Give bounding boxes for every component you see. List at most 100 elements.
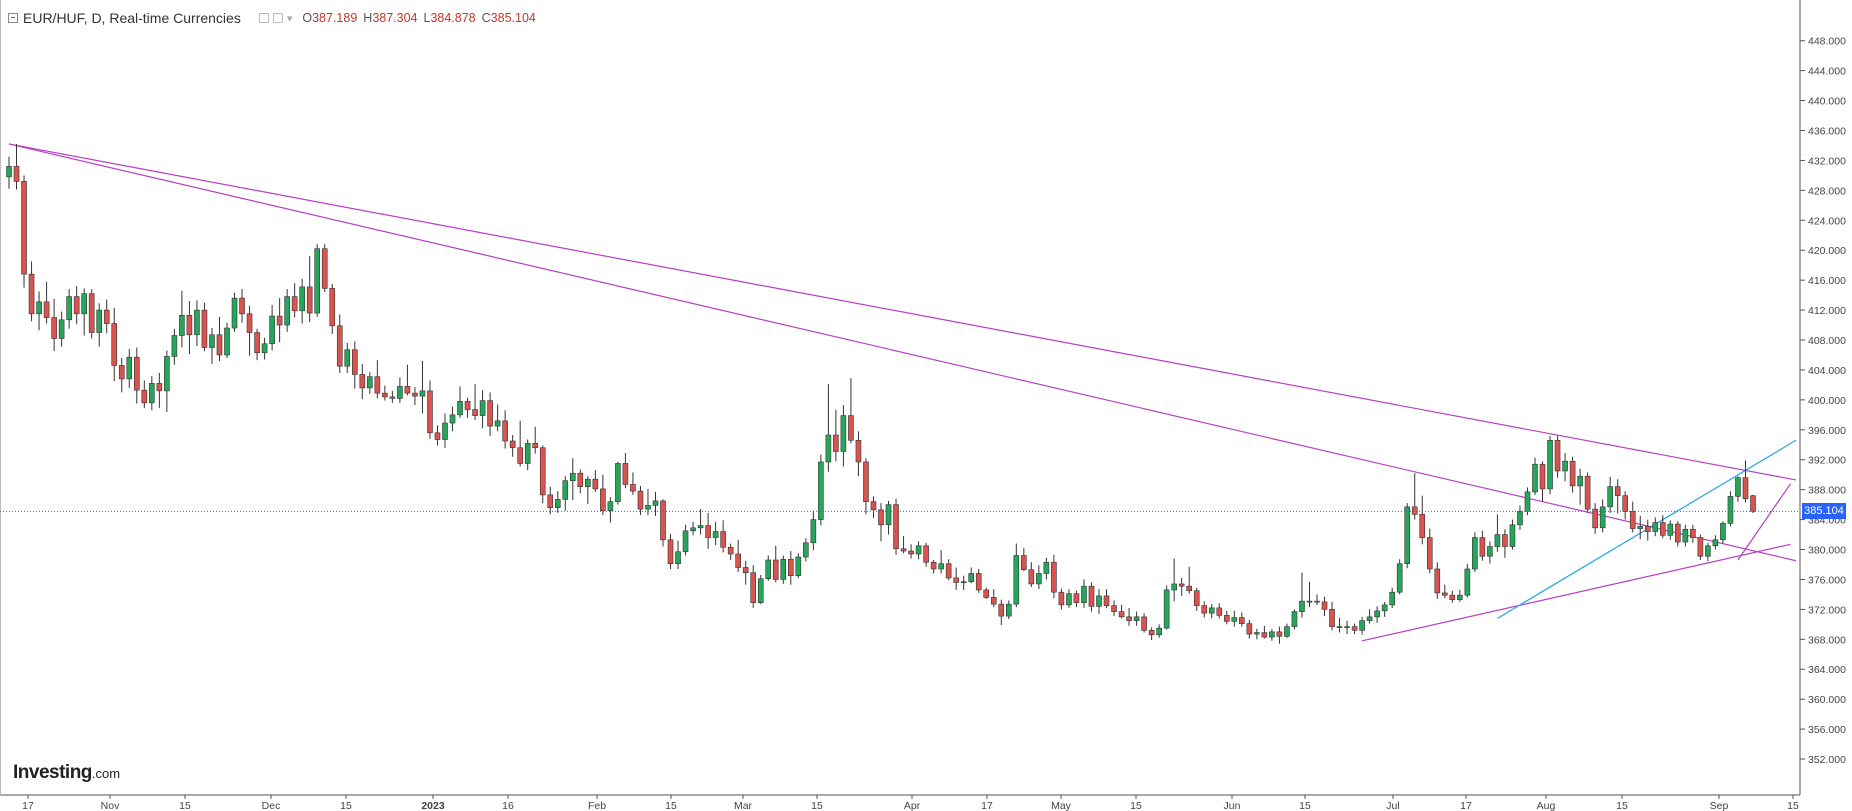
candle-body <box>1502 534 1508 547</box>
candle-body <box>524 442 531 464</box>
candle-body <box>1246 623 1253 635</box>
candle <box>1208 604 1215 619</box>
candle <box>1659 515 1666 539</box>
candle-body <box>930 561 937 570</box>
candle <box>81 288 87 336</box>
eye-icon[interactable] <box>258 13 269 23</box>
candle-body <box>457 401 463 416</box>
candle-body <box>1051 561 1057 593</box>
candle <box>1156 624 1162 638</box>
candle-body <box>1727 496 1734 524</box>
candle-body <box>1366 616 1373 621</box>
candle-body <box>539 447 546 496</box>
candle-body <box>622 463 629 485</box>
candle-body <box>73 296 80 315</box>
candle-body <box>269 315 275 345</box>
candle <box>727 543 734 560</box>
candle <box>51 298 57 352</box>
candle-body <box>1539 463 1546 490</box>
candle-body <box>1577 475 1583 487</box>
candle-body <box>351 349 358 375</box>
candle <box>1013 543 1020 608</box>
chevron-down-icon[interactable]: ▾ <box>286 12 293 25</box>
candle-body <box>464 401 471 410</box>
x-tick-label: 2023 <box>421 800 445 811</box>
candle-body <box>893 504 899 550</box>
candle <box>630 472 636 495</box>
candle <box>787 551 794 585</box>
candle-body <box>1088 585 1095 607</box>
candle-body <box>1021 555 1027 571</box>
candle-body <box>1058 591 1065 606</box>
candle-body <box>329 288 336 327</box>
candle <box>1276 626 1283 644</box>
candle <box>622 452 629 489</box>
candle <box>1239 612 1245 627</box>
candle <box>164 350 170 412</box>
candle-body <box>284 296 290 326</box>
candle-body <box>1223 615 1230 622</box>
candle <box>1426 528 1433 574</box>
candle-body <box>637 490 644 510</box>
candle <box>269 304 275 351</box>
x-tick-label: 15 <box>1130 800 1142 811</box>
candle <box>284 289 290 332</box>
candle <box>1539 461 1546 502</box>
candle <box>126 348 133 388</box>
minus-square-icon[interactable] <box>8 13 18 23</box>
candle-body <box>164 356 170 392</box>
candle-body <box>51 317 57 339</box>
y-tick-label: 396.000 <box>1808 425 1846 437</box>
candle-body <box>1148 630 1155 636</box>
candle <box>1727 491 1734 527</box>
candle <box>1644 519 1651 541</box>
candle-body <box>1524 491 1531 512</box>
candle-body <box>765 559 772 580</box>
candle-body <box>720 531 726 548</box>
y-tick-label: 436.000 <box>1808 125 1846 137</box>
candle <box>186 301 193 355</box>
candle-body <box>554 499 561 508</box>
candle-body <box>990 597 997 605</box>
candle-body <box>532 442 539 449</box>
candle <box>1652 517 1659 537</box>
candle-body <box>908 550 914 555</box>
candle-body <box>1742 477 1749 499</box>
x-tick-label: Mar <box>734 800 753 811</box>
candle <box>171 328 178 365</box>
candle <box>1359 616 1365 635</box>
candle-body <box>359 374 366 389</box>
candle-body <box>652 500 659 506</box>
candle <box>930 559 937 574</box>
candle-body <box>306 286 313 314</box>
candle <box>299 278 305 324</box>
candle <box>757 574 764 605</box>
candle-body <box>1216 607 1223 616</box>
candle-body <box>1622 495 1629 512</box>
candle-body <box>878 509 884 526</box>
candle-body <box>96 309 103 333</box>
gear-icon[interactable] <box>272 13 283 23</box>
candle <box>1058 588 1065 610</box>
y-tick-label: 424.000 <box>1808 215 1846 227</box>
candle-body <box>404 386 411 394</box>
candle-body <box>1141 616 1147 631</box>
candle-body <box>449 414 456 424</box>
candle <box>96 303 103 347</box>
candle-body <box>412 392 418 397</box>
candle-body <box>1690 529 1696 538</box>
candle-body <box>1013 555 1020 605</box>
candle <box>1336 617 1343 633</box>
candle <box>1374 606 1380 623</box>
candle-body <box>667 539 674 565</box>
candle-body <box>870 501 877 511</box>
candle-body <box>382 392 388 398</box>
candle-body <box>780 558 787 580</box>
y-tick-label: 392.000 <box>1808 455 1846 467</box>
candle <box>1547 435 1553 495</box>
y-tick-label: 412.000 <box>1808 305 1846 317</box>
candle <box>607 497 614 523</box>
candle-body <box>547 494 554 508</box>
candle <box>1517 505 1523 531</box>
